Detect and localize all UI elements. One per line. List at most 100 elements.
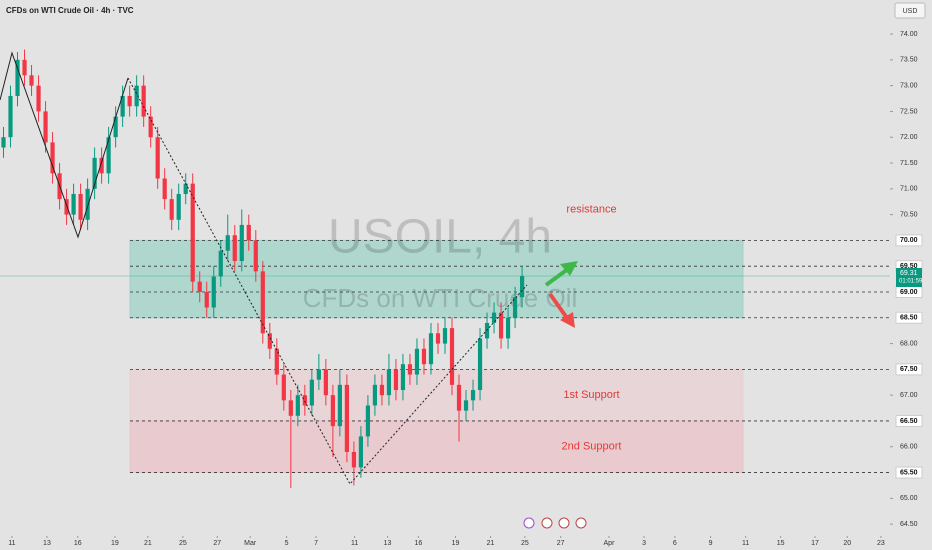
up-arrow <box>544 261 578 287</box>
x-tick-label: 23 <box>877 540 885 547</box>
currency[interactable]: USD <box>903 8 918 15</box>
candle-body <box>505 317 511 339</box>
candle-body <box>225 235 230 251</box>
candle-body <box>344 384 349 452</box>
candle-body <box>78 193 83 220</box>
y-tick-label: 72.50 <box>900 108 918 115</box>
x-tick-label: 25 <box>521 540 529 547</box>
x-tick-label: 13 <box>43 540 51 547</box>
candle-body <box>379 384 385 396</box>
zone-label: 1st Support <box>563 389 619 401</box>
candle-body <box>330 395 335 427</box>
candle-body <box>169 199 174 220</box>
candle-body <box>386 369 392 396</box>
level-label: 70.00 <box>900 237 918 244</box>
candle-body <box>183 183 188 194</box>
candle-body <box>267 333 272 349</box>
y-tick-label: 65.00 <box>900 495 918 502</box>
candle-body <box>316 369 321 380</box>
candle-body <box>15 59 20 96</box>
y-tick-label: 64.50 <box>900 521 918 528</box>
level-label: 67.50 <box>900 366 918 373</box>
candle-body <box>218 250 223 277</box>
y-tick-label: 67.00 <box>900 392 918 399</box>
candle-body <box>435 333 441 344</box>
candle-body <box>211 276 216 308</box>
x-tick-label: 17 <box>811 540 819 547</box>
x-tick-label: 21 <box>487 540 495 547</box>
x-tick-label: 25 <box>179 540 187 547</box>
candle-body <box>421 348 427 365</box>
currency-button[interactable] <box>894 2 926 19</box>
candle-body <box>239 224 244 262</box>
candle-body <box>232 235 237 262</box>
candle-body <box>127 95 132 107</box>
x-tick-label: 21 <box>144 540 152 547</box>
level-box <box>895 363 923 376</box>
level-label: 65.50 <box>900 469 918 476</box>
level-box <box>895 466 923 479</box>
y-tick-label: 73.50 <box>900 57 918 64</box>
candle-body <box>8 95 13 138</box>
candle-body <box>372 384 378 406</box>
candle-body <box>456 384 462 411</box>
candle-body <box>302 395 307 406</box>
level-label: 69.50 <box>900 263 918 270</box>
candle-body <box>197 281 202 292</box>
candle-body <box>176 193 181 220</box>
candle-body <box>36 85 41 112</box>
candle-body <box>106 137 111 174</box>
candle-body <box>155 137 160 179</box>
trendline-drawing <box>127 77 528 485</box>
x-tick-label: Apr <box>604 540 616 547</box>
candle-body <box>85 188 90 220</box>
x-tick-label: 27 <box>213 540 221 547</box>
candle-body <box>351 451 356 468</box>
event-icons <box>523 517 587 529</box>
x-tick-label: 27 <box>557 540 565 547</box>
x-tick-label: Mar <box>244 540 257 547</box>
candle-body <box>512 297 518 318</box>
candle-body <box>120 95 125 117</box>
y-tick-label: 72.00 <box>900 134 918 141</box>
marks <box>1 49 525 489</box>
candle-body <box>323 369 328 396</box>
x-tick-label: 3 <box>642 540 646 547</box>
candle-body <box>162 178 167 200</box>
time-axis <box>0 536 890 550</box>
last-price-box <box>896 267 922 287</box>
x-tick-label: 6 <box>673 540 677 547</box>
zone <box>129 368 744 422</box>
candle-body <box>71 193 76 215</box>
level-label: 68.50 <box>900 315 918 322</box>
x-tick-label: 16 <box>414 540 422 547</box>
zigzag-drawing <box>0 51 129 239</box>
candle-body <box>141 85 146 117</box>
zone-label: resistance <box>566 203 616 215</box>
countdown: 01:01:59 <box>899 279 923 285</box>
candle-body <box>428 333 434 365</box>
x-tick-label: 11 <box>742 540 749 547</box>
candle-body <box>190 183 195 282</box>
candle-body <box>295 395 300 416</box>
y-tick-label: 73.00 <box>900 82 918 89</box>
candle-body <box>281 374 286 401</box>
level-box <box>895 311 923 324</box>
x-tick-label: 5 <box>285 540 289 547</box>
x-tick-label: 7 <box>314 540 318 547</box>
y-tick-label: 74.00 <box>900 31 918 38</box>
candle-body <box>204 291 209 308</box>
candle-body <box>400 364 406 391</box>
y-tick-label: 68.00 <box>900 340 918 347</box>
y-tick-label: 66.00 <box>900 444 918 451</box>
x-tick-label: 19 <box>111 540 119 547</box>
axes: 74.00 73.50 73.00 72.50 72.00 71.50 71.00 70.50… <box>8 31 923 547</box>
candle-body <box>253 240 258 272</box>
x-tick-label: 20 <box>843 540 851 547</box>
down-arrow <box>548 292 575 328</box>
candle-body <box>519 275 525 298</box>
y-tick-label: 70.50 <box>900 211 918 218</box>
chart-title: CFDs on WTI Crude Oil · 4h · TVC <box>6 6 134 15</box>
candle-body <box>113 116 118 138</box>
